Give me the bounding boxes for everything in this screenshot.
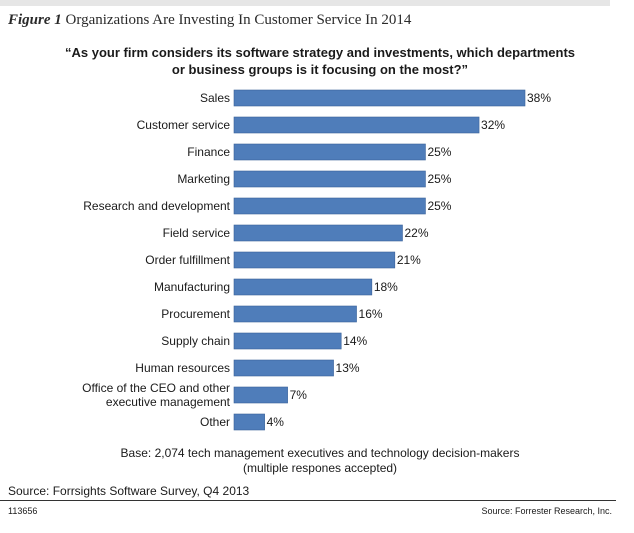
figure-title-text: Organizations Are Investing In Customer …: [65, 12, 412, 28]
base-note: Base: 2,074 tech management executives a…: [40, 446, 600, 476]
survey-question-line-2: or business groups is it focusing on the…: [171, 62, 469, 77]
category-label: Finance: [187, 145, 230, 159]
bar: [233, 359, 334, 377]
bar: [233, 197, 426, 215]
base-note-line-1: Base: 2,074 tech management executives a…: [120, 446, 520, 460]
value-label: 22%: [404, 226, 428, 240]
value-labels: 38% 32% 25% 25% 25% 22% 21% 18% 16% 14% 13% 7% 4%: [267, 91, 552, 429]
value-label: 18%: [374, 280, 398, 294]
bar: [233, 170, 426, 188]
figure-label: Figure 1: [8, 12, 62, 28]
category-label: Sales: [200, 91, 230, 105]
survey-question: “As your firm considers its software str…: [40, 44, 600, 78]
category-labels: Sales Customer service Finance Marketing Res…: [82, 91, 231, 429]
category-label: Supply chain: [161, 334, 230, 348]
value-label: 25%: [427, 199, 451, 213]
bar: [233, 332, 342, 350]
category-label: Manufacturing: [154, 280, 230, 294]
category-label: Field service: [163, 226, 231, 240]
bar: [233, 413, 265, 431]
bar: [233, 224, 403, 242]
top-rule: [0, 0, 610, 6]
value-label: 21%: [397, 253, 421, 267]
category-label: Research and development: [83, 199, 230, 213]
category-label: Human resources: [135, 361, 230, 375]
document-id: 113656: [8, 506, 38, 516]
category-label: Customer service: [137, 118, 231, 132]
category-label: Order fulfillment: [145, 253, 230, 267]
category-label: Procurement: [161, 307, 230, 321]
value-label: 32%: [481, 118, 505, 132]
value-label: 7%: [290, 388, 308, 402]
value-label: 4%: [267, 415, 285, 429]
category-label: Other: [200, 415, 230, 429]
bar: [233, 116, 480, 134]
bar-chart: Sales Customer service Finance Marketing Res…: [82, 89, 552, 431]
value-label: 38%: [527, 91, 551, 105]
value-label: 14%: [343, 334, 367, 348]
value-label: 25%: [427, 172, 451, 186]
bar: [233, 278, 373, 296]
bar: [233, 386, 288, 404]
bar: [233, 89, 526, 107]
base-note-line-2: (multiple respones accepted): [242, 461, 398, 475]
footer-rule: [0, 500, 616, 501]
bar: [233, 143, 426, 161]
bars: [233, 89, 526, 431]
survey-question-line-1: “As your firm considers its software str…: [64, 45, 576, 60]
bar: [233, 305, 357, 323]
figure-title: Figure 1 Organizations Are Investing In …: [8, 12, 411, 29]
category-label: Office of the CEO and other executive man…: [82, 381, 231, 409]
bar: [233, 251, 396, 269]
value-label: 25%: [427, 145, 451, 159]
value-label: 13%: [336, 361, 360, 375]
value-label: 16%: [359, 307, 383, 321]
source-text: Source: Forrsights Software Survey, Q4 2…: [8, 484, 250, 498]
credit-text: Source: Forrester Research, Inc.: [481, 506, 612, 516]
category-label: Marketing: [177, 172, 230, 186]
